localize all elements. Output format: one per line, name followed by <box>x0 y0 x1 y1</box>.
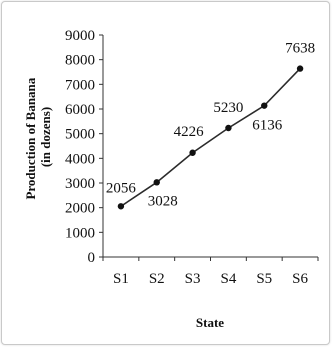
data-labels: 2056 3028 4226 5230 6136 7638 <box>106 41 315 210</box>
x-tick-label: S5 <box>256 271 272 287</box>
series-line <box>120 68 301 207</box>
data-label-s5: 6136 <box>252 118 283 134</box>
y-tick-label: 6000 <box>65 102 95 118</box>
y-tick-label: 9000 <box>65 28 95 44</box>
data-label-s2: 3028 <box>148 193 178 209</box>
y-tick-label: 8000 <box>65 53 95 69</box>
y-tick-label: 5000 <box>65 127 95 143</box>
y-axis-title: Production of Banana (in dozens) <box>23 74 53 199</box>
data-point-s2 <box>153 179 160 186</box>
y-tick-label: 2000 <box>65 201 95 217</box>
data-label-s1: 2056 <box>106 180 137 196</box>
data-point-s6 <box>296 65 304 72</box>
x-tick-label: S6 <box>292 271 308 287</box>
y-axis-title-line2: (in dozens) <box>38 107 53 167</box>
data-point-s3 <box>189 149 196 156</box>
y-axis-title-line1: Production of Banana <box>23 77 38 199</box>
x-axis-ticks: S1 S2 S3 S4 S5 S6 <box>102 257 319 287</box>
data-point-s4 <box>225 124 232 132</box>
x-axis-title: State <box>196 315 224 330</box>
y-tick-label: 1000 <box>65 225 95 241</box>
y-tick-label: 3000 <box>65 176 95 192</box>
x-tick-label: S4 <box>220 271 236 287</box>
data-label-s6: 7638 <box>285 41 315 57</box>
data-label-s3: 4226 <box>174 124 205 140</box>
data-point-s5 <box>261 102 268 109</box>
data-point-s1 <box>117 203 125 210</box>
data-label-s4: 5230 <box>213 100 243 116</box>
x-tick-label: S2 <box>149 271 165 287</box>
y-tick-label: 7000 <box>65 77 95 93</box>
data-points <box>117 65 304 210</box>
y-tick-label: 0 <box>88 250 96 266</box>
y-tick-label: 4000 <box>65 151 95 167</box>
x-tick-label: S3 <box>185 271 201 287</box>
y-axis-ticks: 0 1000 2000 3000 4000 5000 6000 7000 8000 9000 <box>65 28 103 266</box>
chart-frame <box>1 1 330 345</box>
x-tick-label: S1 <box>113 271 129 287</box>
